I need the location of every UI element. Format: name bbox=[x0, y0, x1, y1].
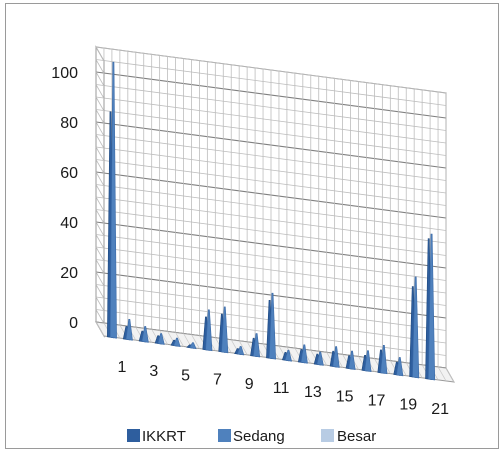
legend: IKKRT Sedang Besar bbox=[127, 428, 376, 445]
x-axis-ticks: 1 3 5 7 9 11 13 15 17 19 21 bbox=[118, 359, 450, 418]
legend-item-besar: Besar bbox=[321, 428, 376, 445]
bar-sedang-21 bbox=[428, 233, 436, 381]
y-tick-label: 60 bbox=[60, 165, 78, 182]
gridline-side bbox=[95, 309, 105, 324]
gridline-side bbox=[95, 171, 105, 187]
bar-sedang-5 bbox=[173, 337, 181, 347]
bar-sedang-14 bbox=[316, 351, 324, 366]
gridline-floor bbox=[238, 340, 248, 355]
x-tick-label: 19 bbox=[399, 397, 417, 414]
gridline-side bbox=[95, 209, 105, 224]
gridline-side bbox=[95, 259, 105, 274]
legend-label-sedang: Sedang bbox=[233, 428, 285, 445]
y-tick-label: 20 bbox=[60, 265, 78, 282]
bar-sedang-11 bbox=[268, 292, 276, 360]
x-tick-label: 13 bbox=[304, 384, 322, 401]
bar-sedang-7 bbox=[205, 309, 213, 352]
bar-sedang-1 bbox=[109, 61, 117, 339]
y-tick-label: 40 bbox=[60, 215, 78, 232]
gridline-side bbox=[95, 234, 105, 249]
gridline-side bbox=[95, 296, 105, 312]
bar-sedang-2 bbox=[125, 319, 133, 341]
gridline-side bbox=[95, 271, 105, 287]
gridline-side bbox=[95, 146, 105, 162]
gridline-side bbox=[95, 46, 105, 62]
gridline-floor bbox=[286, 346, 296, 362]
gridline-side bbox=[95, 84, 105, 99]
gridline-side bbox=[95, 134, 105, 149]
bar-sedang-6 bbox=[189, 342, 197, 350]
legend-label-besar: Besar bbox=[337, 428, 376, 445]
x-tick-label: 9 bbox=[245, 376, 254, 393]
bar-sedang-16 bbox=[348, 350, 356, 370]
y-tick-label: 80 bbox=[60, 115, 78, 132]
y-tick-label: 100 bbox=[51, 65, 78, 82]
gridline-side bbox=[95, 159, 105, 174]
x-tick-label: 15 bbox=[336, 388, 354, 405]
legend-swatch-ikkrt bbox=[127, 429, 140, 442]
legend-swatch-besar bbox=[321, 429, 334, 442]
gridline-floor bbox=[191, 334, 200, 349]
x-tick-label: 7 bbox=[213, 372, 222, 389]
legend-item-ikkrt: IKKRT bbox=[127, 428, 186, 445]
x-tick-label: 17 bbox=[368, 393, 386, 410]
gridline-floor bbox=[159, 330, 168, 345]
bar-sedang-19 bbox=[396, 357, 404, 377]
x-tick-label: 5 bbox=[181, 367, 190, 384]
gridline-floor bbox=[175, 332, 184, 347]
gridline-side bbox=[95, 246, 105, 262]
gridline-side bbox=[95, 96, 105, 112]
bar-sedang-13 bbox=[300, 344, 308, 364]
x-tick-label: 21 bbox=[431, 401, 449, 418]
gridline-side bbox=[95, 71, 105, 87]
x-tick-label: 3 bbox=[149, 363, 158, 380]
gridline-side bbox=[95, 184, 105, 199]
bars bbox=[107, 61, 436, 381]
y-tick-label: 0 bbox=[69, 315, 78, 332]
gridline-side bbox=[95, 196, 105, 212]
gridline-floor bbox=[437, 366, 447, 382]
gridline-side bbox=[95, 221, 105, 237]
x-tick-label: 1 bbox=[118, 359, 127, 376]
bar-sedang-4 bbox=[157, 333, 165, 345]
gridlines bbox=[95, 45, 455, 383]
legend-label-ikkrt: IKKRT bbox=[142, 428, 186, 445]
bar-sedang-9 bbox=[237, 346, 245, 356]
bar-sedang-17 bbox=[364, 350, 372, 373]
bar-sedang-3 bbox=[141, 326, 149, 343]
bar-sedang-12 bbox=[284, 349, 292, 362]
gridline-side bbox=[95, 284, 105, 299]
gridline-side bbox=[95, 109, 105, 124]
bar-sedang-10 bbox=[253, 333, 261, 358]
bar-sedang-8 bbox=[221, 306, 229, 354]
gridline-side bbox=[95, 59, 105, 74]
legend-swatch-sedang bbox=[218, 429, 231, 442]
bar-sedang-18 bbox=[380, 344, 388, 375]
gridline-floor bbox=[95, 321, 105, 337]
y-axis-ticks: 0 20 40 60 80 100 bbox=[51, 65, 78, 332]
gridline-floor bbox=[445, 367, 455, 383]
bar-sedang-15 bbox=[332, 346, 340, 368]
x-tick-label: 11 bbox=[273, 380, 290, 397]
bar-sedang-20 bbox=[412, 276, 420, 379]
legend-item-sedang: Sedang bbox=[218, 428, 285, 445]
gridline-side bbox=[95, 121, 105, 137]
